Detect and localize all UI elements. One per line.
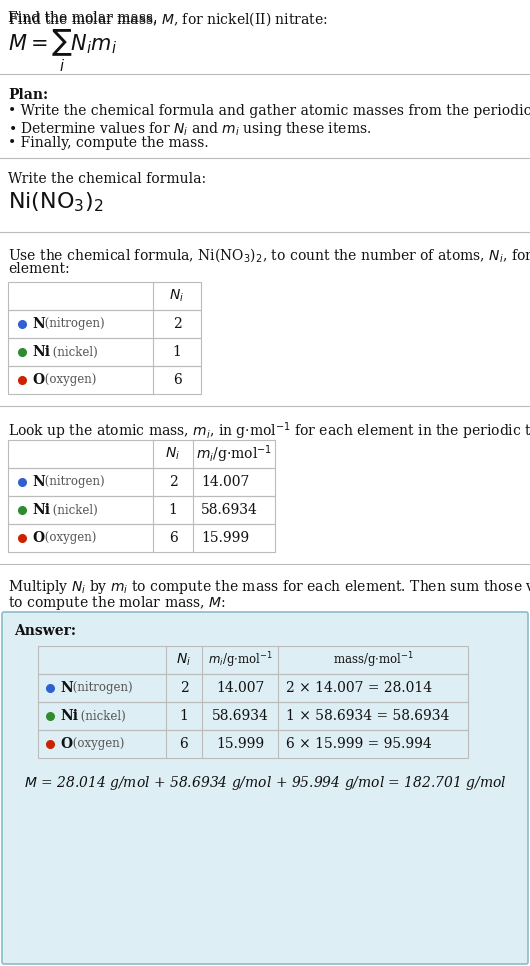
Text: Find the molar mass,: Find the molar mass, (8, 10, 162, 24)
Text: (oxygen): (oxygen) (41, 374, 96, 386)
Bar (38, 730, 468, 758)
Bar (8, 338, 201, 366)
Text: N: N (32, 317, 45, 331)
Text: 2: 2 (173, 317, 181, 331)
Text: $M = \sum_i N_i m_i$: $M = \sum_i N_i m_i$ (8, 28, 117, 74)
Text: (nitrogen): (nitrogen) (41, 475, 104, 489)
Text: • Determine values for $N_i$ and $m_i$ using these items.: • Determine values for $N_i$ and $m_i$ u… (8, 120, 372, 138)
Text: Find the molar mass, $M$, for nickel(II) nitrate:: Find the molar mass, $M$, for nickel(II)… (8, 10, 328, 28)
Text: O: O (32, 373, 44, 387)
Text: Write the chemical formula:: Write the chemical formula: (8, 172, 206, 186)
Text: 58.6934: 58.6934 (211, 709, 268, 723)
Text: $m_i$/g$\cdot$mol$^{-1}$: $m_i$/g$\cdot$mol$^{-1}$ (208, 650, 272, 669)
Text: (nitrogen): (nitrogen) (41, 318, 104, 330)
Text: 14.007: 14.007 (201, 475, 250, 489)
Text: 2: 2 (169, 475, 178, 489)
Text: (nitrogen): (nitrogen) (69, 681, 132, 695)
Text: N: N (32, 475, 45, 489)
Text: O: O (32, 531, 44, 545)
Text: 15.999: 15.999 (216, 737, 264, 751)
Text: 2: 2 (180, 681, 188, 695)
Bar (8, 468, 275, 496)
Text: Look up the atomic mass, $m_i$, in g$\cdot$mol$^{-1}$ for each element in the pe: Look up the atomic mass, $m_i$, in g$\cd… (8, 420, 530, 441)
Text: Plan:: Plan: (8, 88, 48, 102)
Text: mass/g$\cdot$mol$^{-1}$: mass/g$\cdot$mol$^{-1}$ (332, 650, 413, 669)
Text: $N_i$: $N_i$ (170, 288, 184, 304)
Text: 6: 6 (173, 373, 181, 387)
Text: • Write the chemical formula and gather atomic masses from the periodic table.: • Write the chemical formula and gather … (8, 104, 530, 118)
Text: 14.007: 14.007 (216, 681, 264, 695)
Text: (nickel): (nickel) (77, 709, 126, 723)
Text: 1: 1 (169, 503, 178, 517)
Text: 6 × 15.999 = 95.994: 6 × 15.999 = 95.994 (286, 737, 432, 751)
Bar (38, 646, 468, 674)
Text: (oxygen): (oxygen) (69, 737, 124, 751)
Bar (8, 366, 201, 394)
Text: Multiply $N_i$ by $m_i$ to compute the mass for each element. Then sum those val: Multiply $N_i$ by $m_i$ to compute the m… (8, 578, 530, 596)
Bar (8, 496, 275, 524)
Text: to compute the molar mass, $M$:: to compute the molar mass, $M$: (8, 594, 226, 612)
Text: (nickel): (nickel) (49, 503, 98, 517)
Text: $N_i$: $N_i$ (176, 652, 191, 668)
Text: $M$ = 28.014 g/mol + 58.6934 g/mol + 95.994 g/mol = 182.701 g/mol: $M$ = 28.014 g/mol + 58.6934 g/mol + 95.… (24, 774, 506, 792)
Text: $N_i$: $N_i$ (165, 445, 181, 462)
Bar (38, 702, 468, 730)
Text: (nickel): (nickel) (49, 346, 98, 358)
Text: Ni: Ni (32, 345, 50, 359)
Text: Answer:: Answer: (14, 624, 76, 638)
Bar (8, 282, 201, 310)
Text: N: N (60, 681, 73, 695)
Bar (8, 524, 275, 552)
Text: 2 × 14.007 = 28.014: 2 × 14.007 = 28.014 (286, 681, 432, 695)
Text: 1 × 58.6934 = 58.6934: 1 × 58.6934 = 58.6934 (286, 709, 449, 723)
Text: Use the chemical formula, Ni(NO$_3$)$_2$, to count the number of atoms, $N_i$, f: Use the chemical formula, Ni(NO$_3$)$_2$… (8, 246, 530, 264)
Text: $m_i$/g$\cdot$mol$^{-1}$: $m_i$/g$\cdot$mol$^{-1}$ (196, 443, 272, 465)
Text: 6: 6 (169, 531, 178, 545)
Text: Ni: Ni (32, 503, 50, 517)
Text: Ni: Ni (60, 709, 78, 723)
Text: 15.999: 15.999 (201, 531, 249, 545)
Text: (oxygen): (oxygen) (41, 531, 96, 545)
Text: $\mathrm{Ni(NO_3)_2}$: $\mathrm{Ni(NO_3)_2}$ (8, 190, 103, 213)
Text: 1: 1 (173, 345, 181, 359)
Text: • Finally, compute the mass.: • Finally, compute the mass. (8, 136, 209, 150)
Bar (38, 674, 468, 702)
Text: 1: 1 (180, 709, 189, 723)
Bar (8, 440, 275, 468)
Text: O: O (60, 737, 72, 751)
Text: element:: element: (8, 262, 69, 276)
Bar (8, 310, 201, 338)
Text: 58.6934: 58.6934 (201, 503, 258, 517)
Text: 6: 6 (180, 737, 188, 751)
FancyBboxPatch shape (2, 612, 528, 964)
